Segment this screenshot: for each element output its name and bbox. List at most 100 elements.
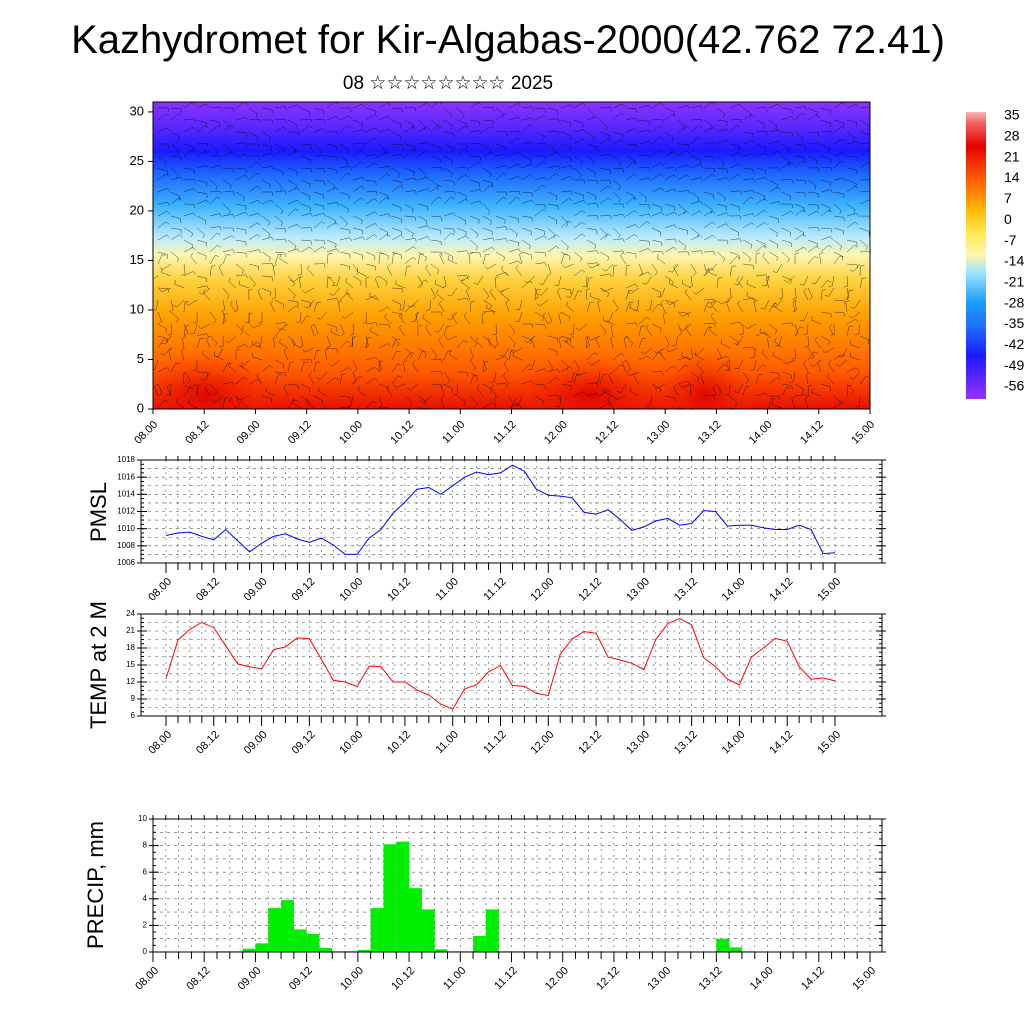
wind-barb-flag — [726, 169, 728, 174]
wind-barb — [183, 263, 186, 274]
wind-barb-flag — [219, 107, 222, 111]
wind-barb-flag — [811, 316, 813, 321]
colorbar-label: -14 — [1004, 253, 1024, 269]
wind-barb-flag — [666, 348, 669, 352]
wind-barb-flag — [257, 234, 261, 238]
wind-barb — [534, 177, 545, 181]
wind-barb — [287, 187, 298, 193]
wind-barb — [742, 239, 753, 245]
wind-barb — [482, 152, 493, 157]
wind-barb — [716, 278, 719, 289]
wind-barb-flag — [481, 312, 486, 315]
wind-barb — [456, 125, 466, 133]
wind-barb — [300, 143, 311, 145]
wind-barb — [170, 155, 181, 158]
wind-barb-flag — [164, 161, 167, 166]
wind-barb-flag — [763, 124, 766, 129]
wind-barb-flag — [263, 410, 266, 413]
wind-barb — [235, 239, 246, 243]
wind-barb-flag — [484, 266, 488, 270]
wind-barb-flag — [187, 399, 190, 404]
wind-barb — [157, 113, 167, 121]
wind-barb — [287, 199, 298, 205]
wind-barb-flag — [605, 126, 608, 131]
wind-barb — [292, 402, 302, 409]
wind-barb — [560, 287, 571, 291]
wind-barb-flag — [399, 304, 402, 309]
wind-barb — [326, 202, 337, 205]
wind-barb-flag — [348, 115, 352, 120]
wind-barb-flag — [414, 177, 417, 182]
wind-barb — [534, 383, 545, 386]
wind-barb-flag — [182, 336, 187, 339]
wind-barb — [638, 338, 643, 349]
wind-barb — [170, 167, 179, 175]
wind-barb-flag — [217, 244, 221, 248]
wind-barb — [235, 167, 246, 170]
wind-barb — [261, 287, 272, 293]
wind-barb-flag — [529, 124, 533, 128]
wind-barb — [716, 364, 724, 373]
wind-barb — [365, 322, 376, 325]
wind-barb — [209, 119, 220, 123]
wind-barb-flag — [726, 360, 730, 363]
wind-barb — [649, 395, 653, 406]
wind-barb-flag — [697, 377, 700, 382]
wind-barb-flag — [193, 321, 198, 324]
wind-barb-flag — [614, 396, 617, 400]
wind-barb — [663, 314, 666, 325]
wind-barb-flag — [336, 131, 339, 136]
wind-barb — [378, 234, 388, 241]
wind-barb — [612, 250, 623, 253]
wind-barb — [235, 274, 246, 277]
wind-barb — [326, 335, 331, 346]
wind-barb-flag — [537, 293, 542, 296]
wind-barb-flag — [505, 238, 508, 243]
wind-barb-flag — [542, 161, 547, 164]
wind-barb-flag — [722, 258, 725, 263]
wind-barb — [399, 327, 406, 337]
wind-barb-flag — [673, 264, 677, 268]
wind-barb-flag — [723, 197, 726, 202]
wind-barb-flag — [577, 290, 583, 292]
wind-barb — [716, 347, 722, 358]
wind-barb-flag — [536, 303, 541, 307]
wind-barb — [287, 399, 294, 409]
precip-bar — [473, 936, 486, 952]
wind-barb — [599, 374, 604, 385]
wind-barb — [318, 390, 328, 397]
wind-barb — [391, 234, 401, 241]
wind-barb — [235, 154, 246, 157]
wind-barb-flag — [620, 112, 624, 116]
wind-barb — [222, 191, 233, 193]
wind-barb — [820, 130, 831, 133]
wind-barb-flag — [231, 235, 235, 239]
wind-barb-flag — [648, 204, 650, 209]
wind-barb — [261, 236, 272, 241]
wind-barb — [313, 107, 324, 111]
wind-barb — [287, 143, 297, 151]
wind-barb — [326, 254, 329, 265]
wind-barb — [352, 376, 360, 385]
wind-barb — [859, 376, 867, 385]
wind-barb-flag — [386, 196, 390, 200]
wind-barb-flag — [578, 415, 582, 416]
wind-barb — [469, 359, 477, 369]
wind-barb — [183, 149, 193, 157]
wind-barb-flag — [739, 333, 744, 336]
wind-barb — [429, 299, 432, 310]
x-tick-label: 10.00 — [337, 729, 365, 757]
wind-barb-flag — [699, 234, 703, 239]
wind-barb-flag — [817, 132, 820, 137]
wind-barb-flag — [694, 351, 697, 356]
wind-barb-flag — [630, 343, 633, 347]
wind-barb-flag — [219, 226, 222, 231]
wind-barb — [644, 347, 653, 355]
y-tick-label: 21 — [126, 626, 135, 635]
wind-barb — [742, 139, 753, 145]
pmsl-grid — [141, 460, 882, 563]
wind-barb-flag — [206, 336, 210, 339]
wind-barb-flag — [503, 196, 507, 200]
wind-barb — [287, 248, 298, 253]
wind-barb — [391, 179, 402, 183]
